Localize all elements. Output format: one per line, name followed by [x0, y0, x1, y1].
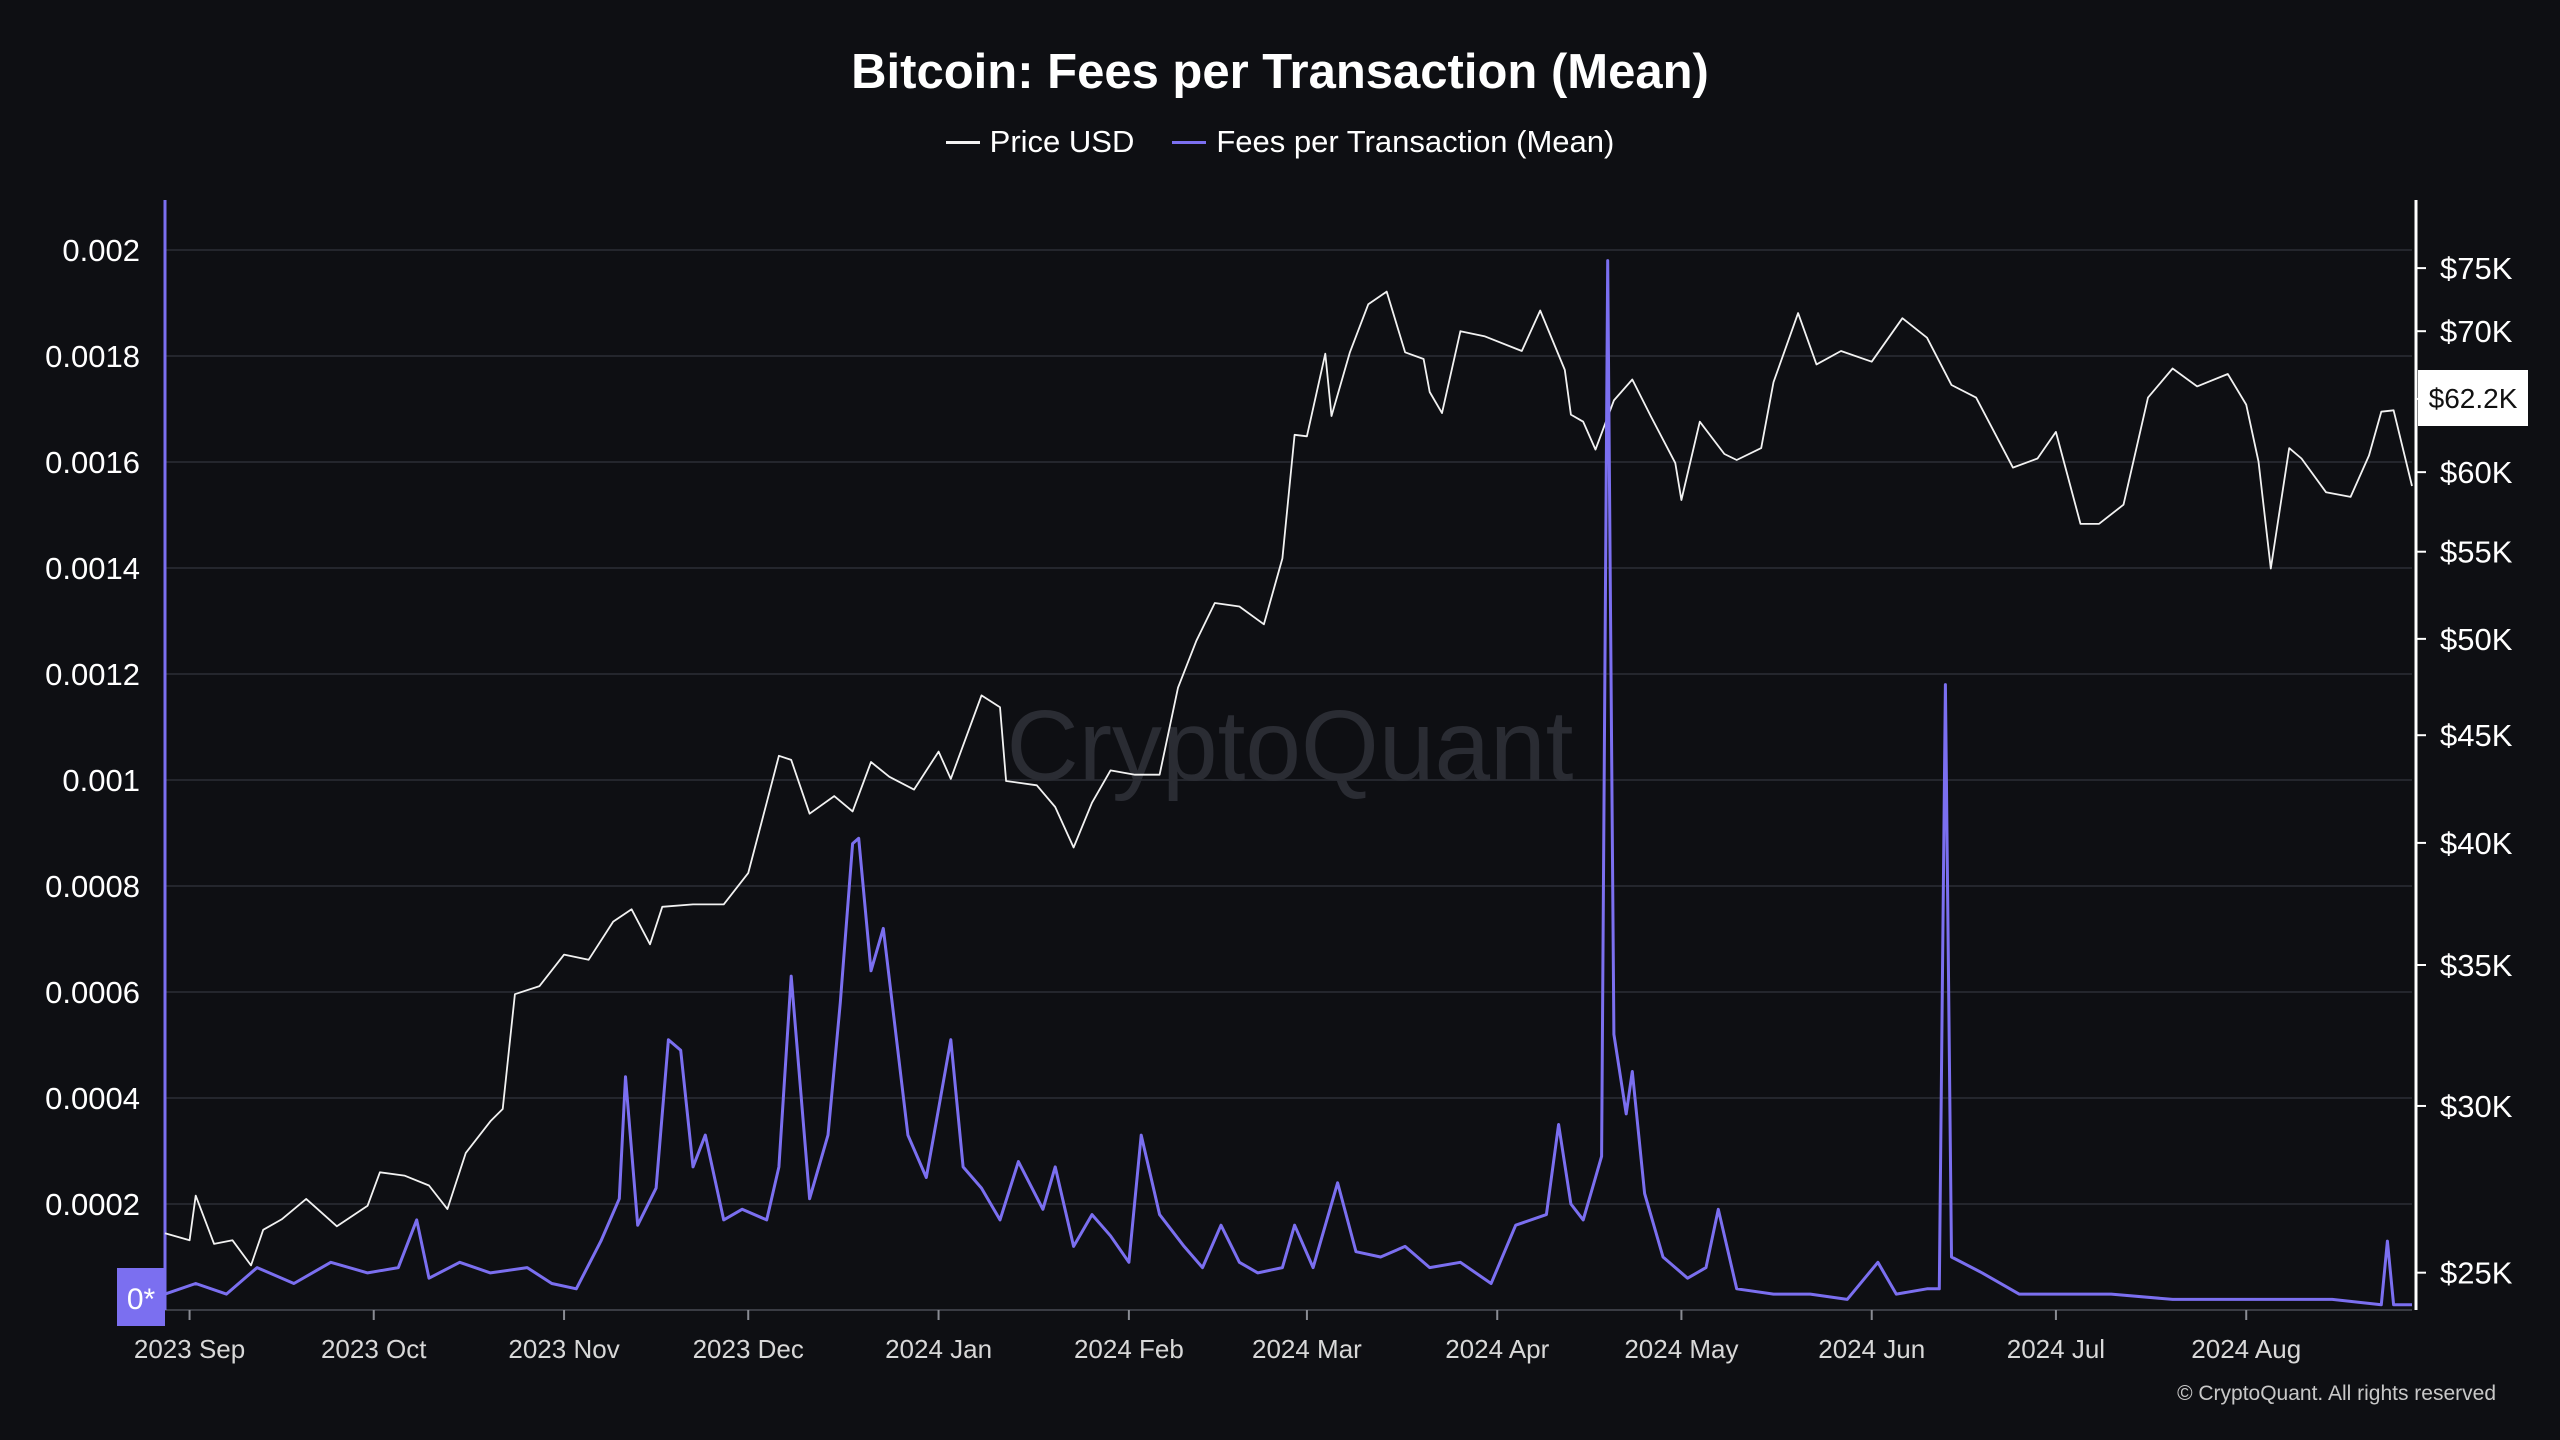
left-tick-label: 0.0014 — [45, 551, 140, 586]
left-tick-label: 0.002 — [62, 233, 140, 268]
watermark: CryptoQuant — [1007, 690, 1574, 802]
right-tick-label: $70K — [2440, 314, 2513, 349]
left-tick-label: 0.001 — [62, 763, 140, 798]
x-tick-label: 2024 Jul — [2007, 1334, 2105, 1364]
left-tick-label: 0.0008 — [45, 869, 140, 904]
right-y-axis: $25K$30K$35K$40K$45K$50K$55K$60K$65K$70K… — [2414, 200, 2513, 1310]
x-tick-label: 2024 Apr — [1445, 1334, 1549, 1364]
current-price-box — [2418, 370, 2528, 426]
fees-per-transaction-line — [164, 259, 2412, 1307]
axis-markers: 0* $62.2K — [117, 370, 2528, 1326]
left-tick-label: 0.0016 — [45, 445, 140, 480]
legend-swatch-price — [945, 140, 980, 144]
legend-label-price: Price USD — [989, 124, 1135, 159]
chart-title: Bitcoin: Fees per Transaction (Mean) — [851, 45, 1709, 99]
left-tick-label: 0.0012 — [45, 657, 140, 692]
current-price-label: $62.2K — [2429, 383, 2518, 414]
x-tick-label: 2024 Jun — [1818, 1334, 1925, 1364]
left-y-axis: 0.0002 0.0004 0.0006 0.0008 0.001 0.0012 0.001… — [45, 200, 167, 1310]
grid-lines — [165, 249, 2412, 1311]
legend-item-fees[interactable]: Fees per Transaction (Mean) — [1172, 124, 1614, 160]
left-tick-label: 0.0002 — [45, 1187, 140, 1222]
series-lines — [164, 259, 2413, 1307]
legend-item-price[interactable]: Price USD — [945, 124, 1135, 160]
x-tick-label: 2023 Dec — [693, 1334, 804, 1364]
x-tick-label: 2024 May — [1624, 1334, 1738, 1364]
x-tick-label: 2023 Sep — [134, 1334, 245, 1364]
left-tick-label: 0.0004 — [45, 1081, 140, 1116]
x-axis: 2023 Sep 2023 Oct 2023 Nov 2023 Dec 2024 Jan… — [134, 1310, 2301, 1364]
x-tick-label: 2024 Mar — [1252, 1334, 1362, 1364]
right-tick-label: $75K — [2440, 251, 2513, 286]
x-tick-label: 2023 Nov — [508, 1334, 619, 1364]
x-tick-label: 2024 Jan — [885, 1334, 992, 1364]
right-tick-label: $40K — [2440, 826, 2513, 861]
right-tick-label: $45K — [2440, 718, 2513, 753]
right-tick-label: $55K — [2440, 535, 2513, 570]
x-tick-label: 2023 Oct — [321, 1334, 427, 1364]
left-tick-label: 0.0006 — [45, 975, 140, 1010]
legend-label-fees: Fees per Transaction (Mean) — [1216, 124, 1615, 159]
right-tick-label: $30K — [2440, 1089, 2513, 1124]
x-tick-label: 2024 Feb — [1074, 1334, 1184, 1364]
legend: Price USD Fees per Transaction (Mean) — [0, 124, 2560, 160]
right-tick-label: $35K — [2440, 948, 2513, 983]
zero-label-box — [117, 1268, 165, 1326]
right-tick-label: $60K — [2440, 455, 2513, 490]
x-tick-label: 2024 Aug — [2191, 1334, 2301, 1364]
left-tick-label: 0.0018 — [45, 339, 140, 374]
zero-label: 0* — [127, 1283, 156, 1316]
right-tick-label: $25K — [2440, 1256, 2513, 1291]
right-tick-label: $50K — [2440, 622, 2513, 657]
copyright-notice: © CryptoQuant. All rights reserved — [2177, 1382, 2496, 1405]
price-usd-line — [164, 290, 2413, 1267]
legend-swatch-fees — [1172, 140, 1207, 144]
